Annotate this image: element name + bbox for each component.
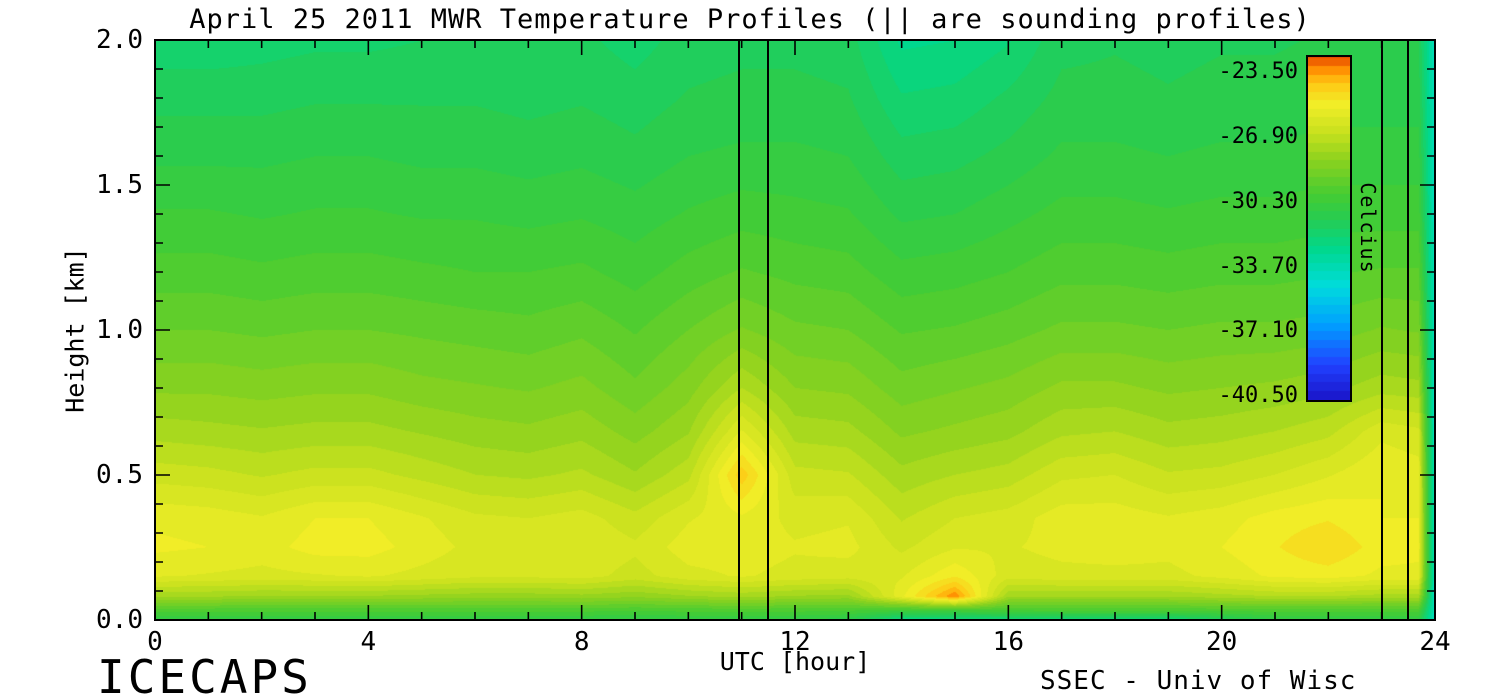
x-tick-label: 16	[992, 627, 1024, 657]
colorbar-title: Celcius	[1356, 182, 1380, 274]
x-tick-label: 24	[1419, 627, 1451, 657]
x-axis-label: UTC [hour]	[719, 647, 871, 676]
x-tick-label: 4	[360, 627, 377, 657]
colorbar-tick-label: -23.50	[1218, 59, 1298, 85]
sounding-profile-line	[738, 40, 740, 620]
colorbar-tick-label: -30.30	[1218, 188, 1298, 214]
y-axis-label: Height [km]	[60, 247, 90, 413]
colorbar-tick-label: -26.90	[1218, 124, 1298, 150]
sounding-profile-line	[1380, 40, 1383, 620]
colorbar-tick-label: -37.10	[1218, 318, 1298, 344]
y-tick-label: 1.5	[96, 170, 143, 200]
sounding-profile-line	[767, 40, 770, 620]
project-label: ICECAPS	[97, 650, 312, 700]
x-tick-label: 12	[779, 627, 811, 657]
institution-label: SSEC - Univ of Wisc	[1040, 666, 1357, 696]
y-tick-label: 1.0	[96, 315, 143, 345]
chart-title: April 25 2011 MWR Temperature Profiles (…	[189, 4, 1311, 35]
y-tick-label: 0.5	[96, 460, 143, 490]
y-tick-label: 2.0	[96, 25, 143, 55]
colorbar-tick-label: -40.50	[1218, 383, 1298, 409]
y-tick-label: 0.0	[96, 605, 143, 635]
colorbar-tick-label: -33.70	[1218, 253, 1298, 279]
x-tick-label: 20	[1206, 627, 1238, 657]
sounding-profile-line	[1407, 40, 1410, 620]
x-tick-label: 0	[147, 627, 163, 657]
colorbar	[1306, 55, 1352, 402]
x-tick-label: 8	[573, 627, 590, 657]
